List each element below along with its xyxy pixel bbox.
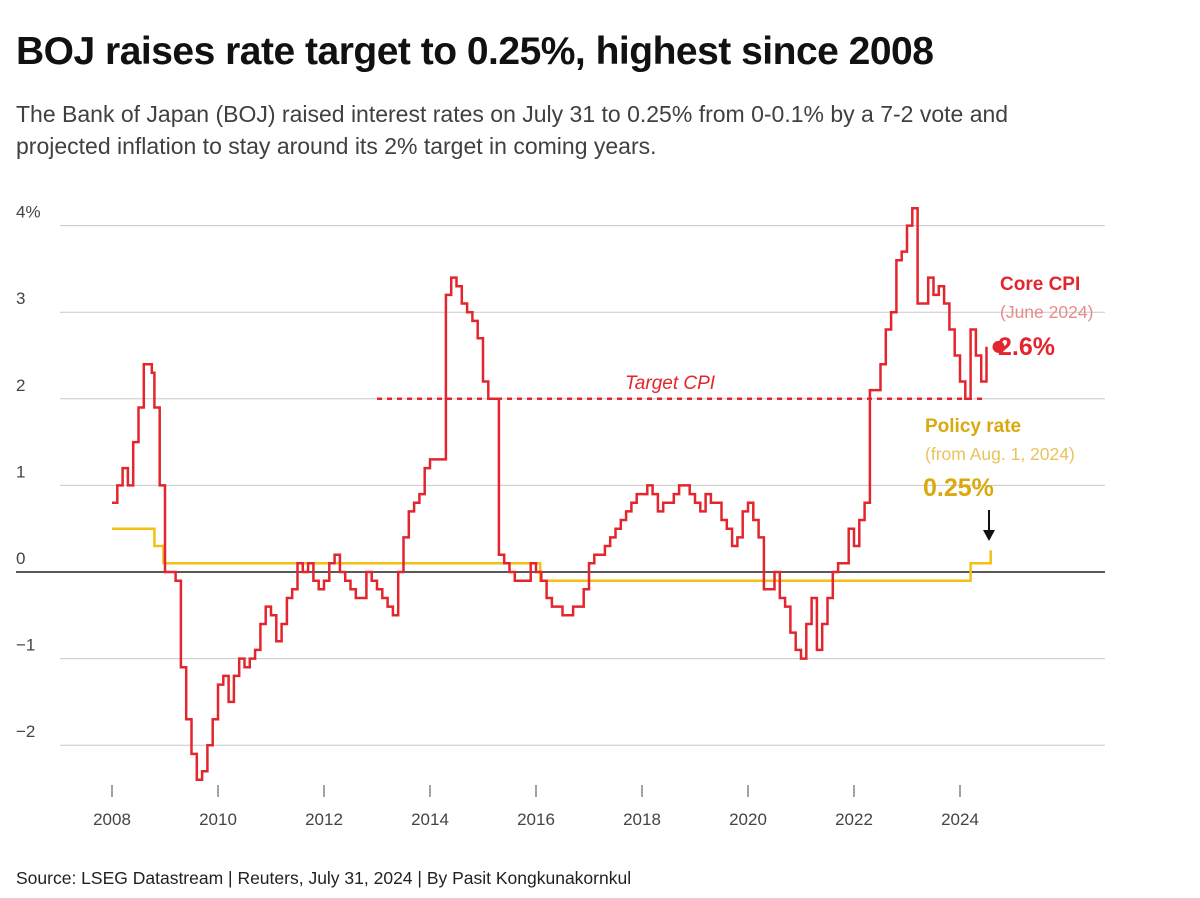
core-cpi-line: [112, 207, 988, 782]
x-tick-label: 2022: [835, 810, 873, 829]
y-tick-label: 1: [16, 462, 25, 481]
chart-subtitle: The Bank of Japan (BOJ) raised interest …: [16, 101, 1009, 159]
x-tick-label: 2024: [941, 810, 979, 829]
chart-title: BOJ raises rate target to 0.25%, highest…: [16, 30, 934, 73]
y-tick-label: 0: [16, 549, 25, 568]
core-cpi-legend-sublabel: (June 2024): [1000, 302, 1093, 322]
policy-rate-legend-label: Policy rate: [925, 416, 1021, 437]
x-tick-label: 2010: [199, 810, 237, 829]
policy-rate-arrow-head: [983, 530, 995, 541]
y-tick-label: 2: [16, 376, 25, 395]
core-cpi-last-point: [992, 340, 1005, 353]
policy-rate-value-label: 0.25%: [923, 474, 994, 502]
y-tick-label: −1: [16, 636, 35, 655]
core-cpi-legend-label: Core CPI: [1000, 274, 1080, 295]
y-tick-label: 3: [16, 289, 25, 308]
source-note: Source: LSEG Datastream | Reuters, July …: [16, 868, 632, 888]
core-cpi-value-label: 2.6%: [998, 333, 1055, 361]
x-tick-label: 2020: [729, 810, 767, 829]
x-tick-label: 2014: [411, 810, 449, 829]
x-tick-label: 2012: [305, 810, 343, 829]
x-tick-label: 2018: [623, 810, 661, 829]
policy-rate-line: [112, 527, 992, 582]
x-tick-label: 2016: [517, 810, 555, 829]
policy-rate-legend-sublabel: (from Aug. 1, 2024): [925, 444, 1075, 464]
x-tick-label: 2008: [93, 810, 131, 829]
chart: 4% 3 2 1 0 −1 −2 2008 2010 2012 2014 2016 2018 2020 2…: [16, 203, 1105, 829]
y-tick-label: −2: [16, 722, 35, 741]
target-cpi-label: Target CPI: [625, 373, 716, 394]
y-tick-label: 4%: [16, 203, 41, 222]
